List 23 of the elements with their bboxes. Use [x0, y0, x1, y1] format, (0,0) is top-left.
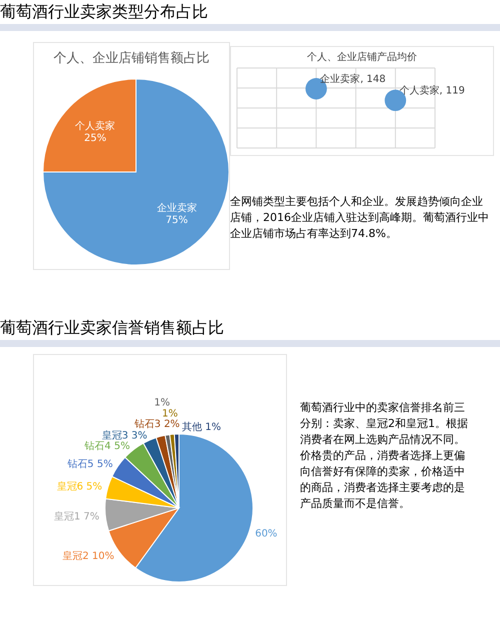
- text: 葡萄酒行业卖家信誉销售额占比: [0, 318, 224, 339]
- slice-label: 钻石4 5%: [84, 440, 130, 452]
- slice-label: 钻石3 2%: [133, 418, 180, 430]
- text: 葡萄酒行业中的卖家信誉排名前三分别：卖家、皇冠2和皇冠1。根据消费者在网上选购产品情况不同。价格贵的产品，消费者选择上更偏向信誉好有保障的卖家，价格适中的商品，消费者选择主要考虑的是产品质量而不是信誉。: [300, 400, 469, 512]
- slice-label: 钻石5 5%: [66, 459, 113, 470]
- text: 全网铺类型主要包括个人和企业。发展趋势倾向企业店铺，2016企业店铺入驻达到高峰期。葡萄酒行业中企业店铺市场占有率达到74.8%。: [230, 194, 490, 242]
- text: 葡萄酒行业卖家类型分布占比: [0, 2, 208, 23]
- data-label: 75%: [166, 214, 188, 226]
- slice-label: 个人卖家: [75, 120, 116, 132]
- slice-label: 皇冠3 3%: [102, 430, 148, 442]
- data-label: 1%: [162, 408, 178, 420]
- slice-label: 皇冠6 5%: [56, 480, 102, 493]
- slice-label: 皇冠2 10%: [62, 550, 114, 562]
- data-label: 企业卖家, 148: [320, 73, 386, 86]
- slice-label: 皇冠1 7%: [54, 510, 100, 523]
- slice-label: 企业卖家: [156, 202, 197, 214]
- data-label: 个人卖家, 119: [399, 84, 465, 97]
- data-label: 25%: [84, 133, 106, 144]
- slice-label: 其他 1%: [182, 421, 222, 433]
- data-label: 60%: [255, 528, 278, 540]
- data-label: 1%: [154, 397, 170, 408]
- chart-title: 个人、企业店铺销售额占比: [52, 50, 210, 67]
- text: 个人、企业店铺产品均价: [306, 50, 418, 64]
